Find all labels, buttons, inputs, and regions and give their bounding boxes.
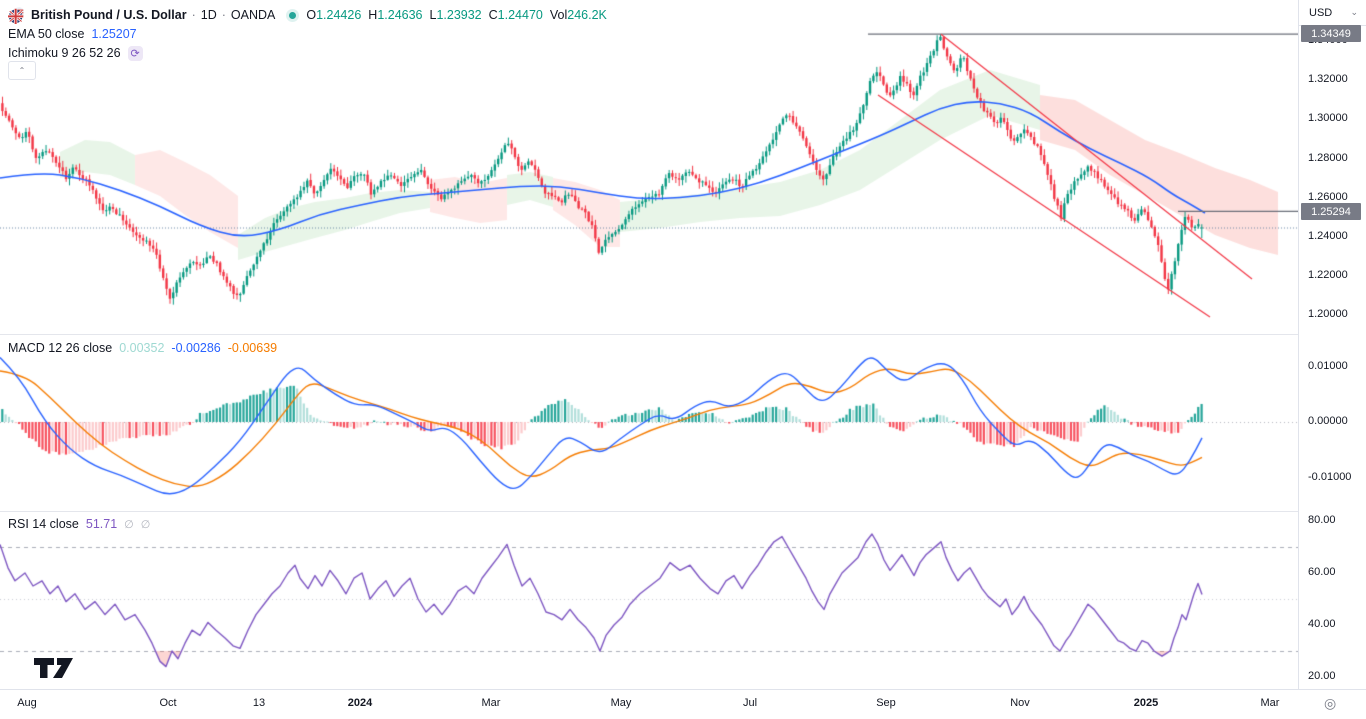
pane-separator-price-macd[interactable] [0,334,1298,335]
macd-legend-row[interactable]: MACD 12 26 close 0.00352 -0.00286 -0.006… [8,341,277,355]
time-tick-label: 13 [252,697,266,709]
volume-value: 246.2K [567,8,607,22]
macd-line-value: -0.00286 [171,341,221,355]
chevron-up-icon: ⌃ [18,66,26,75]
price-tick-label: 1.28000 [1308,152,1348,164]
interval-label: 1D [200,8,217,22]
low-value: 1.23932 [436,8,482,22]
rsi-tick-label: 40.00 [1308,618,1336,630]
ema-value: 1.25207 [91,27,137,41]
empty-set-icon: ∅ [140,518,151,531]
rsi-tick-label: 20.00 [1308,670,1336,682]
ichimoku-label: Ichimoku 9 26 52 26 [8,46,121,60]
ichimoku-loading-icon: ⟳ [127,45,143,61]
price-line-badge: 1.34349 [1301,25,1361,42]
tradingview-logo[interactable] [33,656,87,680]
symbol-legend-row[interactable]: British Pound / U.S. Dollar · 1D · OANDA… [8,6,607,24]
price-tick-label: 1.24000 [1308,230,1348,242]
macd-tick-label: 0.01000 [1308,360,1348,372]
close-value: 1.24470 [497,8,543,22]
time-tick-label: Mar [1260,697,1280,709]
open-label: O [306,8,317,22]
time-tick-label: Oct [159,697,177,709]
rsi-legend-row[interactable]: RSI 14 close 51.71 ∅ ∅ [8,517,150,531]
price-tick-label: 1.20000 [1308,308,1348,320]
time-tick-label: May [610,697,632,709]
rsi-tick-label: 80.00 [1308,514,1336,526]
time-axis[interactable]: Aug Oct 13 2024 Mar May Jul Sep Nov 2025 Mar ◎ [0,689,1366,719]
time-tick-label: Sep [876,697,896,709]
price-tick-label: 1.22000 [1308,269,1348,281]
time-tick-label: 2025 [1133,697,1159,709]
price-tick-label: 1.30000 [1308,112,1348,124]
close-label: C [488,8,498,22]
market-status-dot [289,11,297,19]
low-label: L [429,8,437,22]
ohlc-values: O1.24426 H1.24636 L1.23932 C1.24470 Vol2… [306,8,607,22]
ema-legend-row[interactable]: EMA 50 close 1.25207 [8,25,607,43]
pane-separator-macd-rsi[interactable] [0,511,1298,512]
currency-label: USD [1309,6,1333,19]
macd-label: MACD 12 26 close [8,341,113,355]
time-tick-label: Nov [1010,697,1030,709]
legend-collapse-button[interactable]: ⌃ [8,61,36,80]
ichimoku-legend-row[interactable]: Ichimoku 9 26 52 26 ⟳ [8,44,607,62]
go-to-realtime-icon[interactable]: ◎ [1324,695,1337,711]
time-tick-label: Jul [742,697,758,709]
macd-signal-value: -0.00639 [227,341,278,355]
separator-dot: · [221,8,226,22]
time-tick-label: Mar [481,697,501,709]
price-axis[interactable]: USD ⌄ 1.340001.320001.300001.280001.2600… [1298,0,1366,689]
rsi-value: 51.71 [85,517,118,531]
high-value: 1.24636 [377,8,423,22]
separator-dot: · [191,8,196,22]
high-label: H [368,8,378,22]
gbpusd-pair-icon [8,6,25,24]
price-line-badge: 1.25294 [1301,203,1361,220]
time-tick-label: Aug [17,697,37,709]
macd-hist-value: 0.00352 [119,341,165,355]
symbol-title: British Pound / U.S. Dollar [31,8,187,22]
empty-set-icon: ∅ [124,518,134,531]
price-tick-label: 1.32000 [1308,73,1348,85]
ema-label: EMA 50 close [8,27,85,41]
rsi-label: RSI 14 close [8,517,79,531]
time-tick-label: 2024 [347,697,373,709]
caret-down-icon: ⌄ [1350,7,1358,17]
macd-tick-label: -0.01000 [1308,471,1352,483]
price-tick-label: 1.26000 [1308,191,1348,203]
rsi-tick-label: 60.00 [1308,566,1336,578]
currency-selector[interactable]: USD ⌄ [1299,0,1366,26]
exchange-label: OANDA [230,8,276,22]
legend-block: British Pound / U.S. Dollar · 1D · OANDA… [8,6,607,63]
open-value: 1.24426 [316,8,362,22]
volume-label: Vol [549,8,568,22]
macd-tick-label: 0.00000 [1308,415,1348,427]
